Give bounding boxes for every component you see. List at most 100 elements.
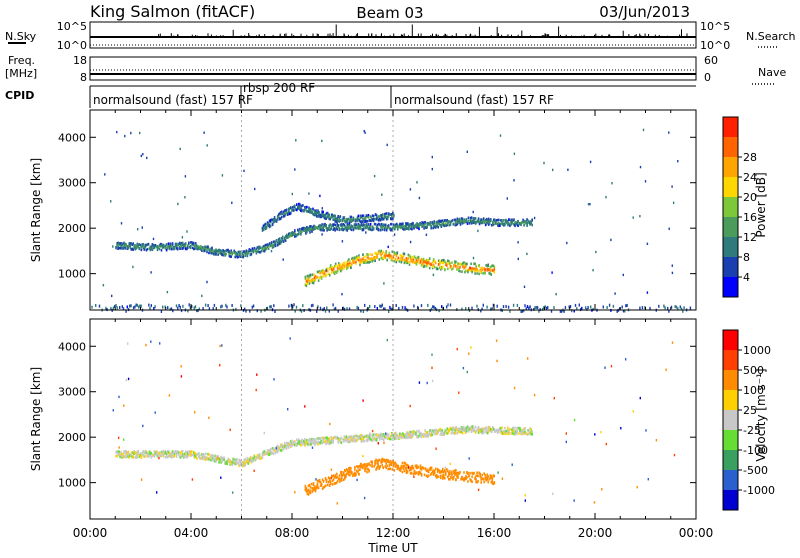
cell (475, 474, 477, 478)
noise-cell (610, 365, 613, 368)
cell (445, 263, 447, 266)
cell (410, 471, 413, 475)
cell (511, 222, 513, 225)
cell (608, 303, 611, 307)
cell (360, 440, 363, 443)
cell (310, 227, 312, 230)
cell (310, 208, 312, 211)
cell (359, 214, 362, 218)
cell (406, 434, 408, 438)
cell (257, 247, 260, 250)
cell (460, 263, 462, 266)
noise-cell (330, 213, 333, 216)
cell (359, 437, 362, 441)
cell (474, 431, 477, 434)
cell (458, 428, 461, 432)
cell (278, 217, 281, 220)
cell (481, 429, 484, 432)
cell (476, 428, 479, 431)
cell (319, 228, 321, 231)
cell (191, 305, 193, 308)
cell (447, 259, 449, 263)
cell (415, 262, 418, 265)
cell (277, 448, 280, 451)
cell (381, 213, 384, 216)
cell (322, 436, 324, 440)
colorbar-swatch (723, 217, 738, 237)
cell (369, 219, 372, 222)
cell (236, 458, 239, 461)
cell (398, 225, 400, 228)
cell (289, 232, 291, 235)
cell (227, 248, 229, 252)
cell (312, 303, 314, 307)
cell (263, 453, 266, 456)
cell (443, 261, 445, 264)
cell (317, 443, 319, 446)
cell (336, 216, 338, 220)
cell (215, 249, 217, 253)
cell (309, 438, 311, 441)
cell (304, 227, 306, 230)
cell (386, 217, 389, 221)
cell (366, 470, 368, 474)
cell (204, 245, 206, 249)
cell (290, 234, 292, 237)
cell (463, 220, 466, 223)
cell (127, 247, 129, 250)
cell (481, 473, 483, 477)
freq-tick-low: 8 (80, 71, 87, 84)
cell (382, 438, 385, 442)
cell (490, 476, 493, 480)
cell (315, 212, 317, 216)
cell (149, 306, 151, 310)
cell (344, 474, 346, 478)
cell (346, 267, 348, 270)
cell (162, 305, 164, 309)
noise-cell (642, 128, 645, 132)
cell (304, 486, 307, 489)
cell (244, 462, 247, 465)
cell (472, 218, 475, 221)
cell (467, 270, 469, 274)
cell (422, 257, 425, 261)
cell (389, 305, 391, 309)
cell (123, 450, 125, 453)
cell (453, 471, 455, 475)
cell (493, 481, 496, 485)
cell (207, 452, 209, 456)
cell (392, 436, 394, 440)
cell (374, 256, 376, 259)
cell (345, 218, 348, 221)
cell (91, 305, 93, 309)
cell (482, 427, 485, 431)
cell (324, 222, 326, 226)
cell (372, 227, 375, 230)
cell (517, 224, 519, 227)
cell (314, 210, 316, 213)
cell (283, 442, 286, 445)
cell (377, 228, 380, 232)
cell (410, 222, 412, 226)
noise-cell (377, 442, 379, 445)
cell (366, 215, 369, 218)
cell (132, 451, 134, 455)
cell (526, 432, 528, 436)
noise-cell (499, 134, 502, 137)
noise-cell (255, 388, 257, 392)
cell (398, 260, 401, 263)
cell (393, 462, 396, 465)
cell (469, 266, 471, 270)
cell (401, 222, 403, 226)
cell (387, 224, 390, 227)
cell (474, 221, 477, 224)
cell (469, 216, 472, 220)
cell (266, 223, 269, 226)
cell (472, 429, 475, 432)
cell (413, 255, 416, 258)
cell (346, 220, 349, 224)
cell (602, 305, 604, 309)
cell (516, 431, 518, 435)
cell (371, 259, 373, 262)
cell (169, 242, 172, 246)
